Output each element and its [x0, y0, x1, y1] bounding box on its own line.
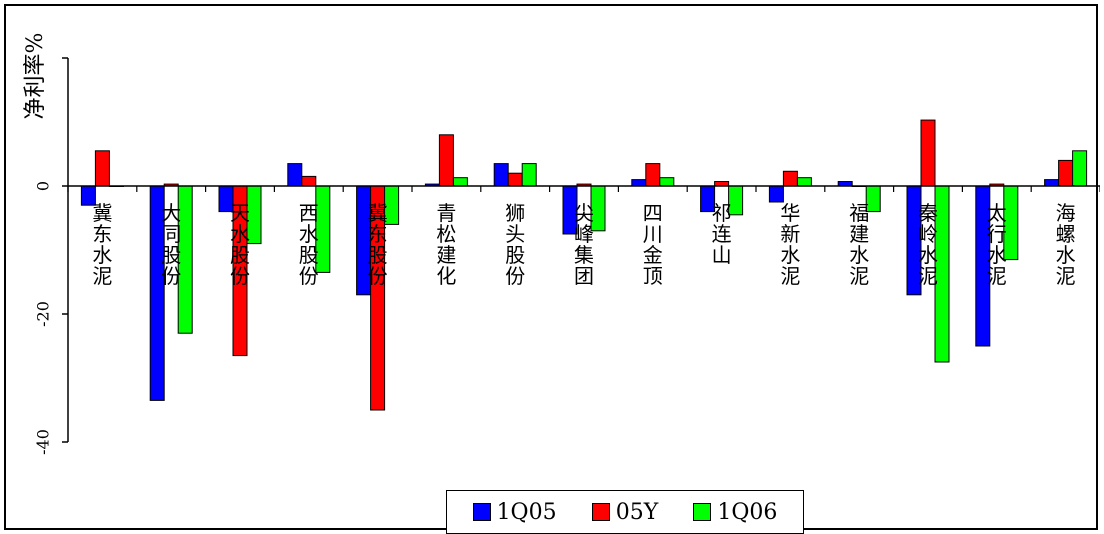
bar-05y-8	[645, 163, 661, 187]
bar-1q05-6	[493, 163, 509, 187]
y-axis-title: 净利率%	[23, 33, 48, 120]
y-tick-label: 0	[34, 181, 53, 191]
legend-swatch	[693, 503, 712, 521]
category-label: 天水股份	[230, 201, 250, 288]
bar-05y-0	[94, 150, 110, 187]
category-label: 狮头股份	[505, 201, 525, 288]
bar-1q05-3	[287, 163, 303, 187]
bar-1q05-8	[631, 179, 647, 187]
bar-1q05-10	[768, 185, 784, 203]
category-label: 西水股份	[299, 201, 319, 288]
bar-05y-12	[920, 119, 936, 187]
legend-item-1q05: 1Q05	[472, 499, 557, 525]
category-label: 福建水泥	[849, 201, 869, 288]
bar-05y-10	[782, 170, 798, 187]
bar-1q05-14	[1044, 179, 1060, 187]
bar-1q06-10	[796, 177, 812, 187]
legend-item-1q06: 1Q06	[693, 500, 777, 525]
category-label: 尖峰集团	[574, 201, 594, 288]
legend-swatch	[591, 503, 610, 521]
legend-label: 1Q05	[496, 499, 557, 525]
category-label: 青松建化	[436, 201, 456, 288]
category-label: 祁连山	[712, 201, 732, 267]
bar-05y-5	[438, 134, 454, 187]
category-label: 华新水泥	[780, 201, 800, 288]
legend-label: 05Y	[615, 499, 659, 525]
category-label: 冀东股份	[368, 201, 388, 288]
y-tick-label: -40	[34, 429, 53, 455]
chart-canvas: 0 -20 -40 净利率% 冀东水泥 大同股份 天水股份 西水股份 冀东股份 青松建化 狮头股份 尖…	[23, 33, 1100, 455]
bar-1q06-14	[1072, 150, 1088, 187]
bar-05y-3	[301, 175, 317, 187]
category-label: 秦岭水泥	[918, 201, 938, 288]
legend-label: 1Q06	[717, 499, 778, 525]
y-tick-label: -20	[34, 301, 53, 327]
bar-05y-6	[507, 172, 523, 187]
legend-item-05y: 05Y	[591, 499, 659, 525]
category-label: 冀东水泥	[92, 201, 112, 288]
category-label: 大同股份	[161, 201, 181, 288]
bar-1q06-5	[452, 177, 468, 187]
bar-05y-14	[1058, 159, 1074, 187]
category-label: 四川金顶	[643, 201, 663, 288]
chart-frame: 0 -20 -40 净利率% 冀东水泥 大同股份 天水股份 西水股份 冀东股份 青松建化 狮头股份 尖…	[4, 4, 1100, 534]
bar-1q06-6	[521, 163, 537, 187]
category-label: 海螺水泥	[1056, 201, 1076, 288]
bar-1q06-8	[659, 177, 675, 187]
legend-swatch	[472, 503, 491, 521]
category-label: 太行水泥	[987, 201, 1007, 288]
chart-legend: 1Q05 05Y 1Q06	[446, 490, 804, 534]
